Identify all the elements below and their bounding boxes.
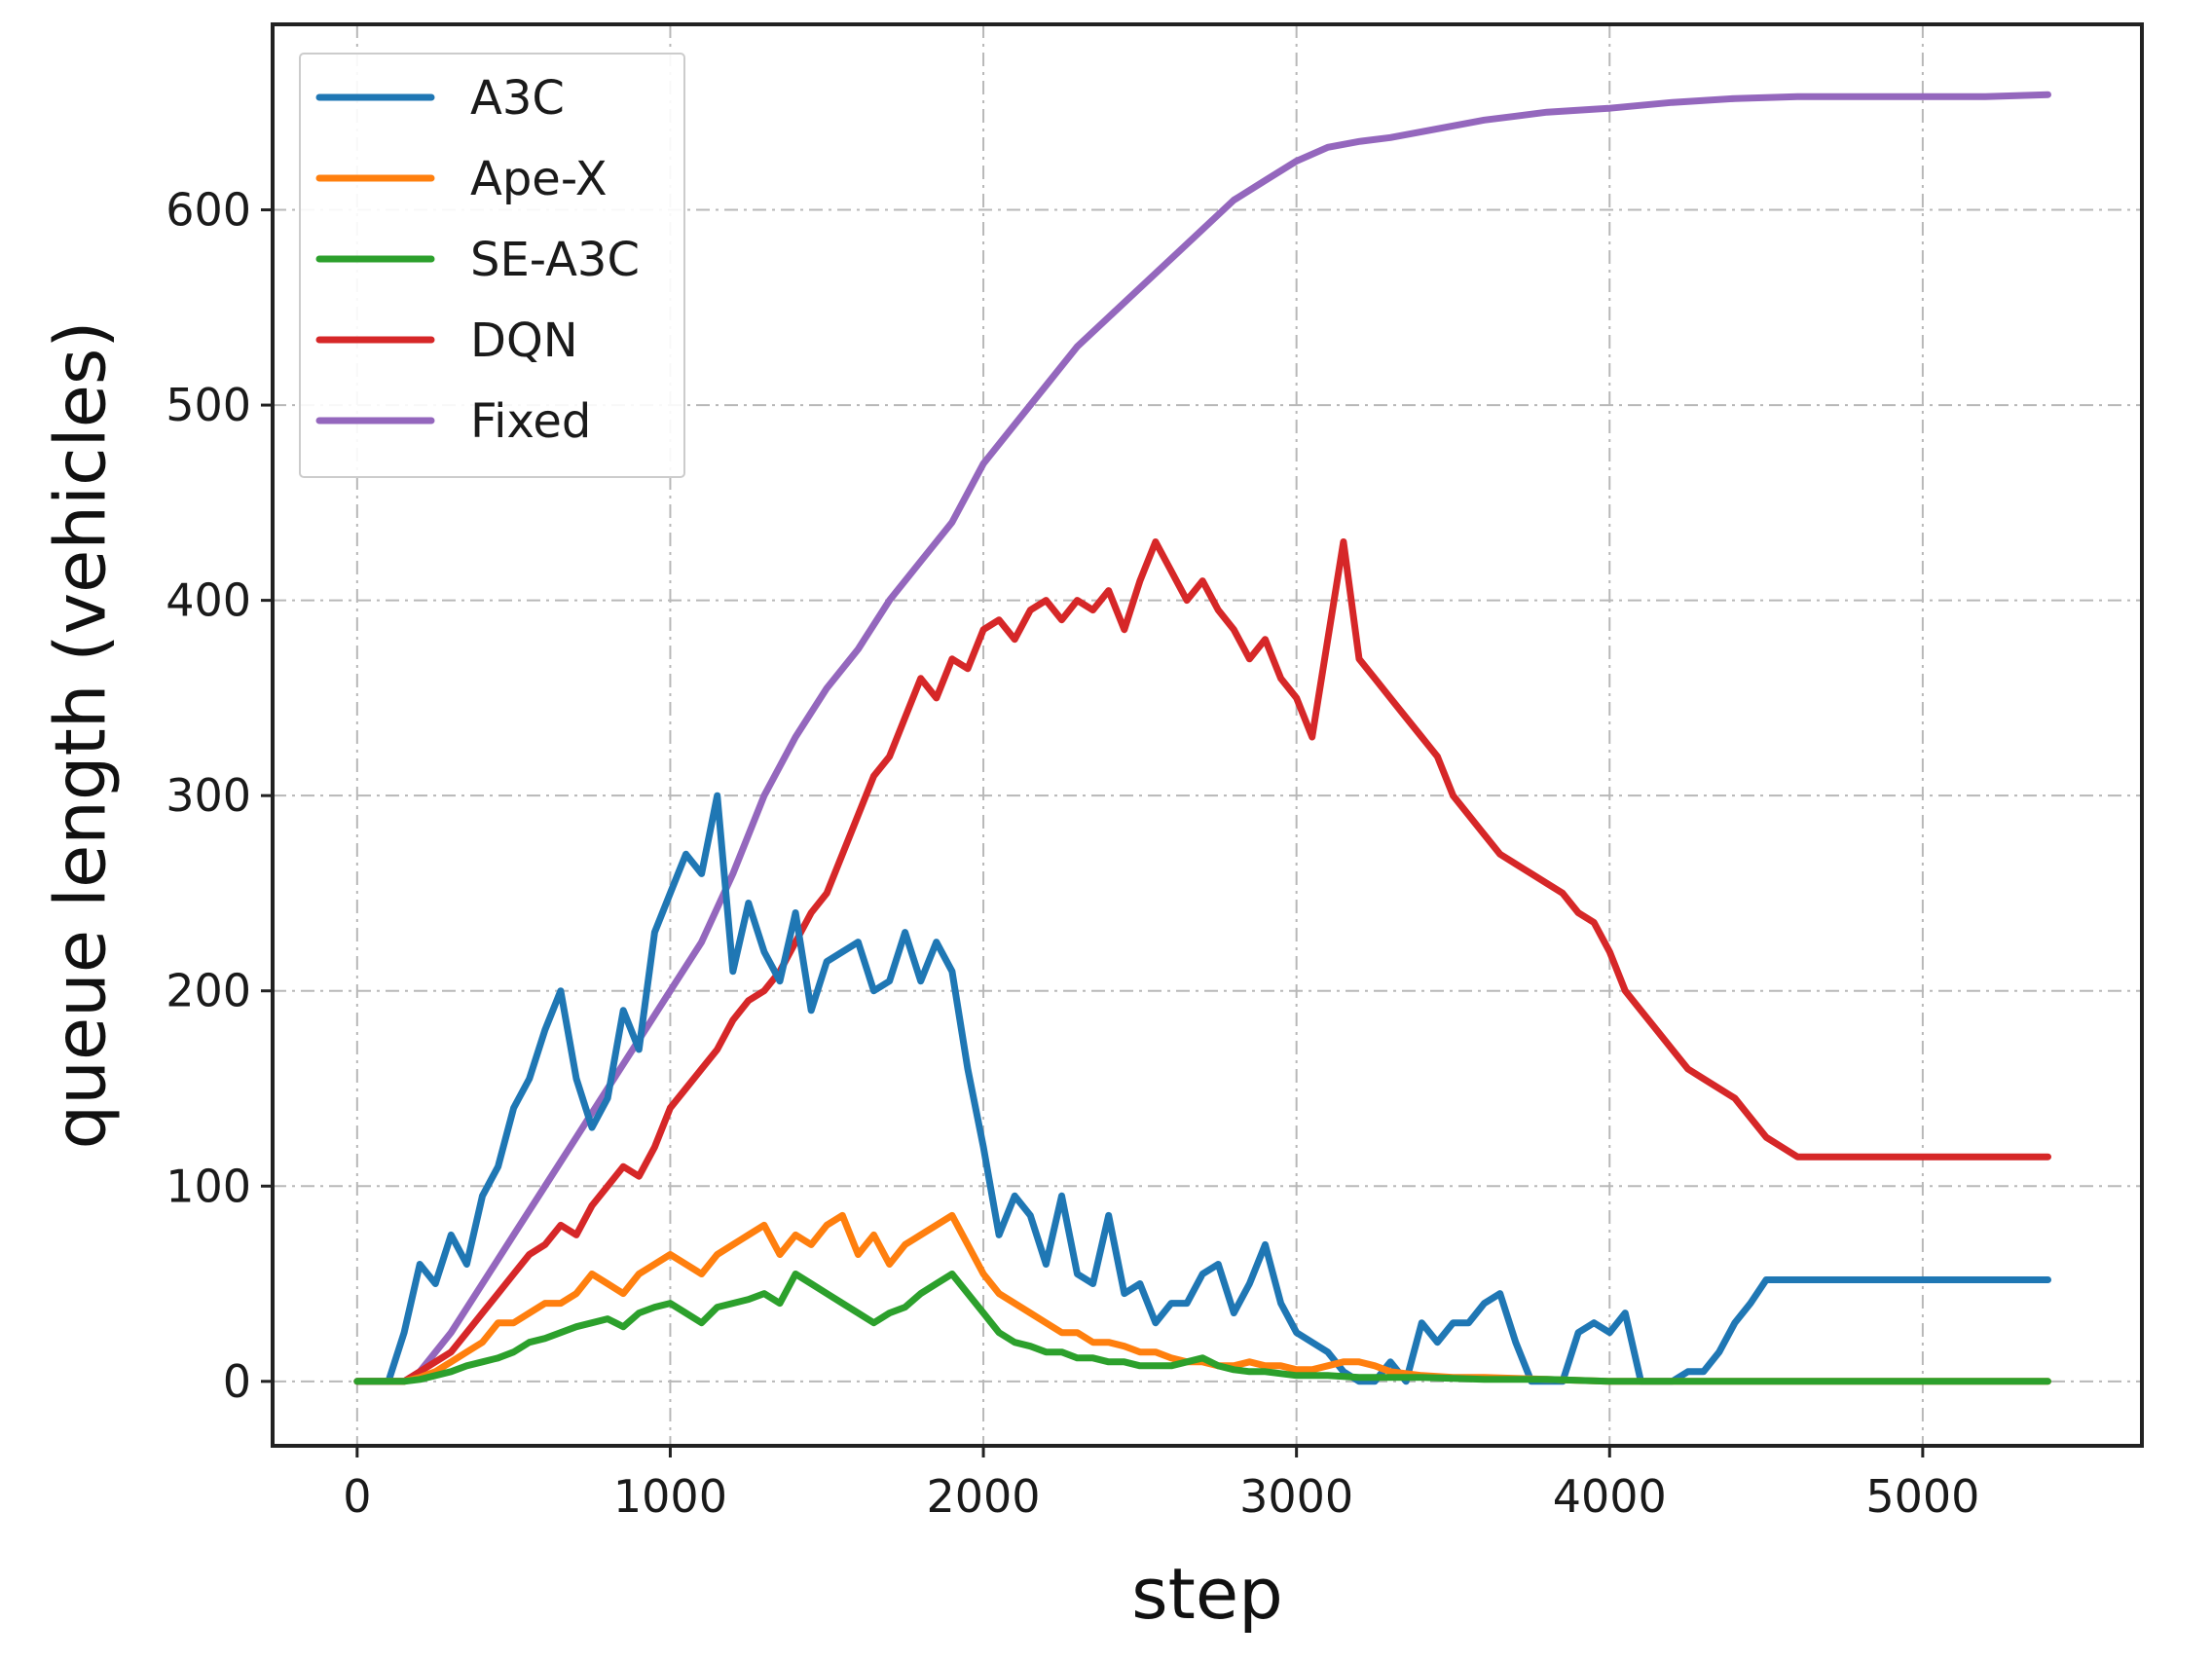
series-line-ape-x xyxy=(353,1211,2051,1385)
axis-ticks: 0 1000 2000 3000 4000 5000 0 100 200 300 400 500 600 xyxy=(166,184,1979,1523)
x-tick-label: 1000 xyxy=(613,1470,727,1523)
legend-label: A3C xyxy=(470,71,565,126)
legend-box xyxy=(299,53,685,478)
legend: A3C Ape-X SE-A3C DQN Fixed xyxy=(299,53,685,478)
series-line-dqn xyxy=(353,538,2051,1385)
legend-label: DQN xyxy=(470,314,578,368)
y-tick-label: 600 xyxy=(166,184,251,237)
y-tick-label: 0 xyxy=(223,1355,251,1408)
plot-frame xyxy=(271,22,2144,1448)
series-lines xyxy=(353,91,2051,1385)
series-line-a3c xyxy=(353,792,2051,1385)
y-axis-title: queue length (vehicles) xyxy=(40,321,122,1150)
x-tick-label: 4000 xyxy=(1553,1470,1667,1523)
y-tick-label: 300 xyxy=(166,769,251,822)
legend-label: SE-A3C xyxy=(470,233,640,287)
x-axis-title: step xyxy=(1131,1553,1283,1635)
x-tick-label: 0 xyxy=(343,1470,371,1523)
series-line-se-a3c xyxy=(353,1271,2051,1385)
y-tick-label: 100 xyxy=(166,1160,251,1212)
y-tick-label: 200 xyxy=(166,965,251,1017)
x-tick-label: 5000 xyxy=(1865,1470,1979,1523)
y-tick-label: 500 xyxy=(166,379,251,431)
x-tick-label: 3000 xyxy=(1239,1470,1353,1523)
legend-label: Fixed xyxy=(470,394,591,449)
y-tick-label: 400 xyxy=(166,574,251,627)
legend-label: Ape-X xyxy=(470,152,608,206)
grid-lines xyxy=(273,24,2142,1446)
series-line-fixed xyxy=(353,91,2051,1385)
x-tick-label: 2000 xyxy=(927,1470,1041,1523)
